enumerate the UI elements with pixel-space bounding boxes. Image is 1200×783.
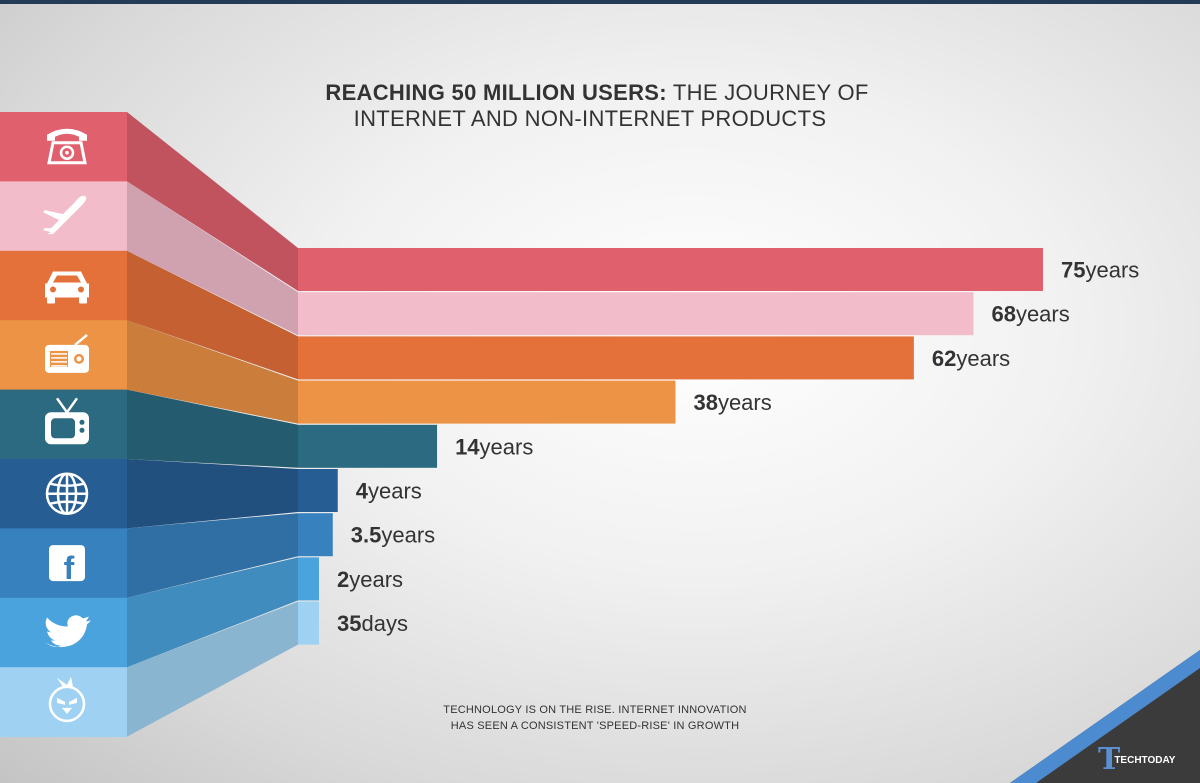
bar-label-unit: years [1085,258,1139,283]
title-line2: INTERNET AND NON-INTERNET PRODUCTS [353,106,827,131]
bar-label-value: 38 [693,390,717,415]
radio-icon [45,333,89,373]
bar-label-value: 62 [932,346,956,371]
bar-label-unit: years [349,567,403,592]
bar [298,469,338,512]
telephone-icon [47,128,87,165]
bar-label: 3.5years [351,523,435,548]
connector-ribbon [127,513,298,598]
bar-label: 35days [337,611,408,636]
caption-line1: TECHNOLOGY IS ON THE RISE. INTERNET INNO… [443,704,747,716]
connector-ribbon [127,250,298,380]
twitter-icon [45,615,91,648]
tv-icon [45,397,89,445]
connector-ribbon [127,557,298,668]
chart-title: REACHING 50 MILLION USERS: THE JOURNEY O… [0,80,1200,132]
bar-label: 2years [337,567,403,592]
techtoday-logo: TTECHTODAY [1098,742,1181,777]
connector-ribbon [127,181,298,336]
logo-mark: T [1098,742,1121,777]
connector-ribbon [127,389,298,468]
bar-label-value: 68 [991,302,1015,327]
bar [298,424,438,468]
bar-label-unit: years [718,390,772,415]
connector-ribbon [127,459,298,529]
facebook-icon: f [49,545,85,586]
corner-blue-stripe [1010,650,1200,783]
svg-text:f: f [64,550,75,586]
caption-line2: HAS SEEN A CONSISTENT 'SPEED-RISE' IN GR… [450,720,740,732]
bar-label: 75years [1061,258,1139,283]
logo-text: TECHTODAY [1114,755,1176,766]
bar-label-unit: years [480,434,534,459]
bar [298,248,1043,291]
title-bold: REACHING 50 MILLION USERS: [325,80,667,105]
bar-label: 14years [455,434,533,459]
car-icon [45,271,89,304]
bar [298,292,974,336]
bar [298,513,333,557]
connector-ribbon [127,601,298,737]
angry-bird-icon [48,676,86,723]
connector-ribbon [127,320,298,424]
bar-label: 62years [932,346,1010,371]
bar [298,601,319,645]
bar-label-value: 2 [337,567,349,592]
caption: TECHNOLOGY IS ON THE RISE. INTERNET INNO… [380,702,810,734]
bar [298,336,914,380]
bar [298,557,319,601]
airplane-icon [43,195,87,235]
bar-label-value: 75 [1061,258,1085,283]
bar-label: 4years [356,479,422,504]
bar-label-unit: days [361,611,407,636]
bar-label: 68years [991,302,1069,327]
bar-label-value: 3.5 [351,523,382,548]
bar-label-value: 14 [455,434,480,459]
bar [298,380,676,424]
globe-icon [45,472,89,515]
bar-label-unit: years [381,523,435,548]
bar-label-unit: years [956,346,1010,371]
bar-label-unit: years [368,479,422,504]
bar-label-unit: years [1016,302,1070,327]
bar-label: 38years [693,390,771,415]
title-rest: THE JOURNEY OF [666,80,869,105]
connector-ribbon [127,112,298,291]
bar-label-value: 4 [356,479,369,504]
top-border [0,0,1200,4]
bar-label-value: 35 [337,611,361,636]
